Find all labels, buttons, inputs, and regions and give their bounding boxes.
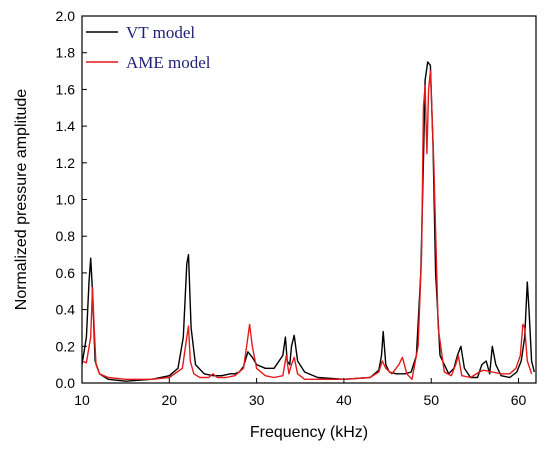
legend-label-ame: AME model — [126, 53, 211, 72]
y-tick-label: 0.8 — [56, 228, 76, 244]
y-tick-label: 1.6 — [56, 81, 76, 97]
x-tick-label: 10 — [74, 392, 90, 408]
tick-layer: 10 20 30 40 50 60 0.0 0.2 0.4 0.6 0.8 1.0 1.2 1.4 1.6 1… — [56, 8, 527, 408]
y-tick-label: 1.8 — [56, 45, 76, 61]
y-axis-title: Normalized pressure amplitude — [13, 89, 30, 311]
x-tick-label: 40 — [336, 392, 352, 408]
x-tick-label: 30 — [249, 392, 265, 408]
y-tick-label: 1.4 — [56, 118, 76, 134]
legend: VT model AME model — [86, 23, 211, 72]
x-axis-title: Frequency (kHz) — [250, 424, 368, 441]
y-tick-label: 0.0 — [56, 375, 76, 391]
y-tick-label: 1.0 — [56, 192, 76, 208]
x-tick-label: 60 — [511, 392, 527, 408]
y-tick-label: 0.6 — [56, 265, 76, 281]
y-tick-label: 0.4 — [56, 302, 76, 318]
y-tick-label: 0.2 — [56, 338, 76, 354]
x-tick-label: 20 — [162, 392, 178, 408]
y-tick-label: 1.2 — [56, 155, 76, 171]
series-line-ame — [82, 70, 533, 380]
series-line-vt — [82, 61, 535, 382]
series-layer — [82, 61, 535, 382]
legend-label-vt: VT model — [126, 23, 195, 42]
y-tick-label: 2.0 — [56, 8, 76, 24]
x-tick-label: 50 — [423, 392, 439, 408]
